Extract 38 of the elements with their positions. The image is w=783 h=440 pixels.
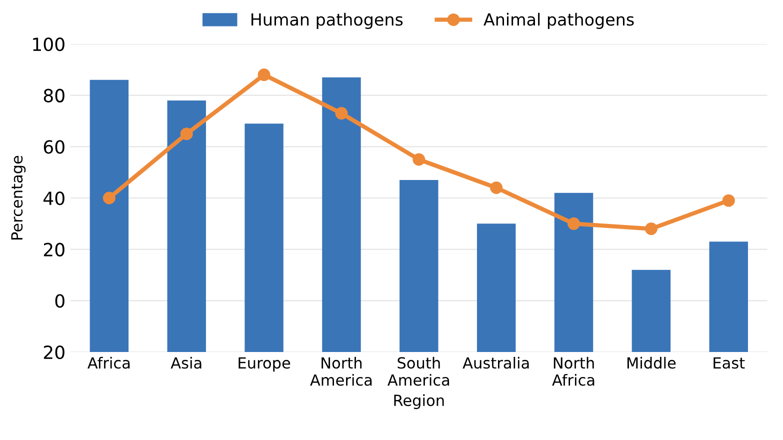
y-tick-label: 80 [44,88,64,102]
y-tick-label: 20 [44,242,64,256]
point [722,194,735,207]
x-tick-label: East [714,357,745,369]
bar [709,242,748,352]
bar [244,124,284,352]
bar [632,270,671,352]
legend-label: Human pathogens [252,12,403,29]
bar [476,224,516,352]
x-tick-label: Europe [238,357,290,372]
point [644,222,658,236]
point [102,192,116,204]
point [335,107,348,120]
x-tick-label: North Africa [552,356,594,386]
point [180,128,193,140]
y-tick-label: 20 [44,345,64,360]
bar [400,180,438,352]
x-tick-label: Africa [88,356,130,369]
y-tick-label: 40 [44,191,64,206]
point [258,68,270,82]
y-axis-title: Percentage [11,156,26,240]
legend-label: Animal pathogens [484,12,634,29]
x-tick-label: Australia [462,356,529,369]
x-tick-label: Asia [170,356,202,369]
bar [322,77,361,352]
x-tick-label: North America [310,356,372,386]
point [490,181,503,194]
y-tick-label: 60 [44,140,64,154]
y-tick-label: 0 [55,294,64,308]
bar [167,100,206,352]
bar [90,80,129,352]
point [412,153,426,166]
y-tick-label: 100 [33,37,64,52]
x-tick-label: Middle [627,356,676,369]
point [568,217,580,230]
x-axis-title: Region [394,394,444,410]
x-tick-label: South America [388,356,450,386]
bar [554,192,594,352]
